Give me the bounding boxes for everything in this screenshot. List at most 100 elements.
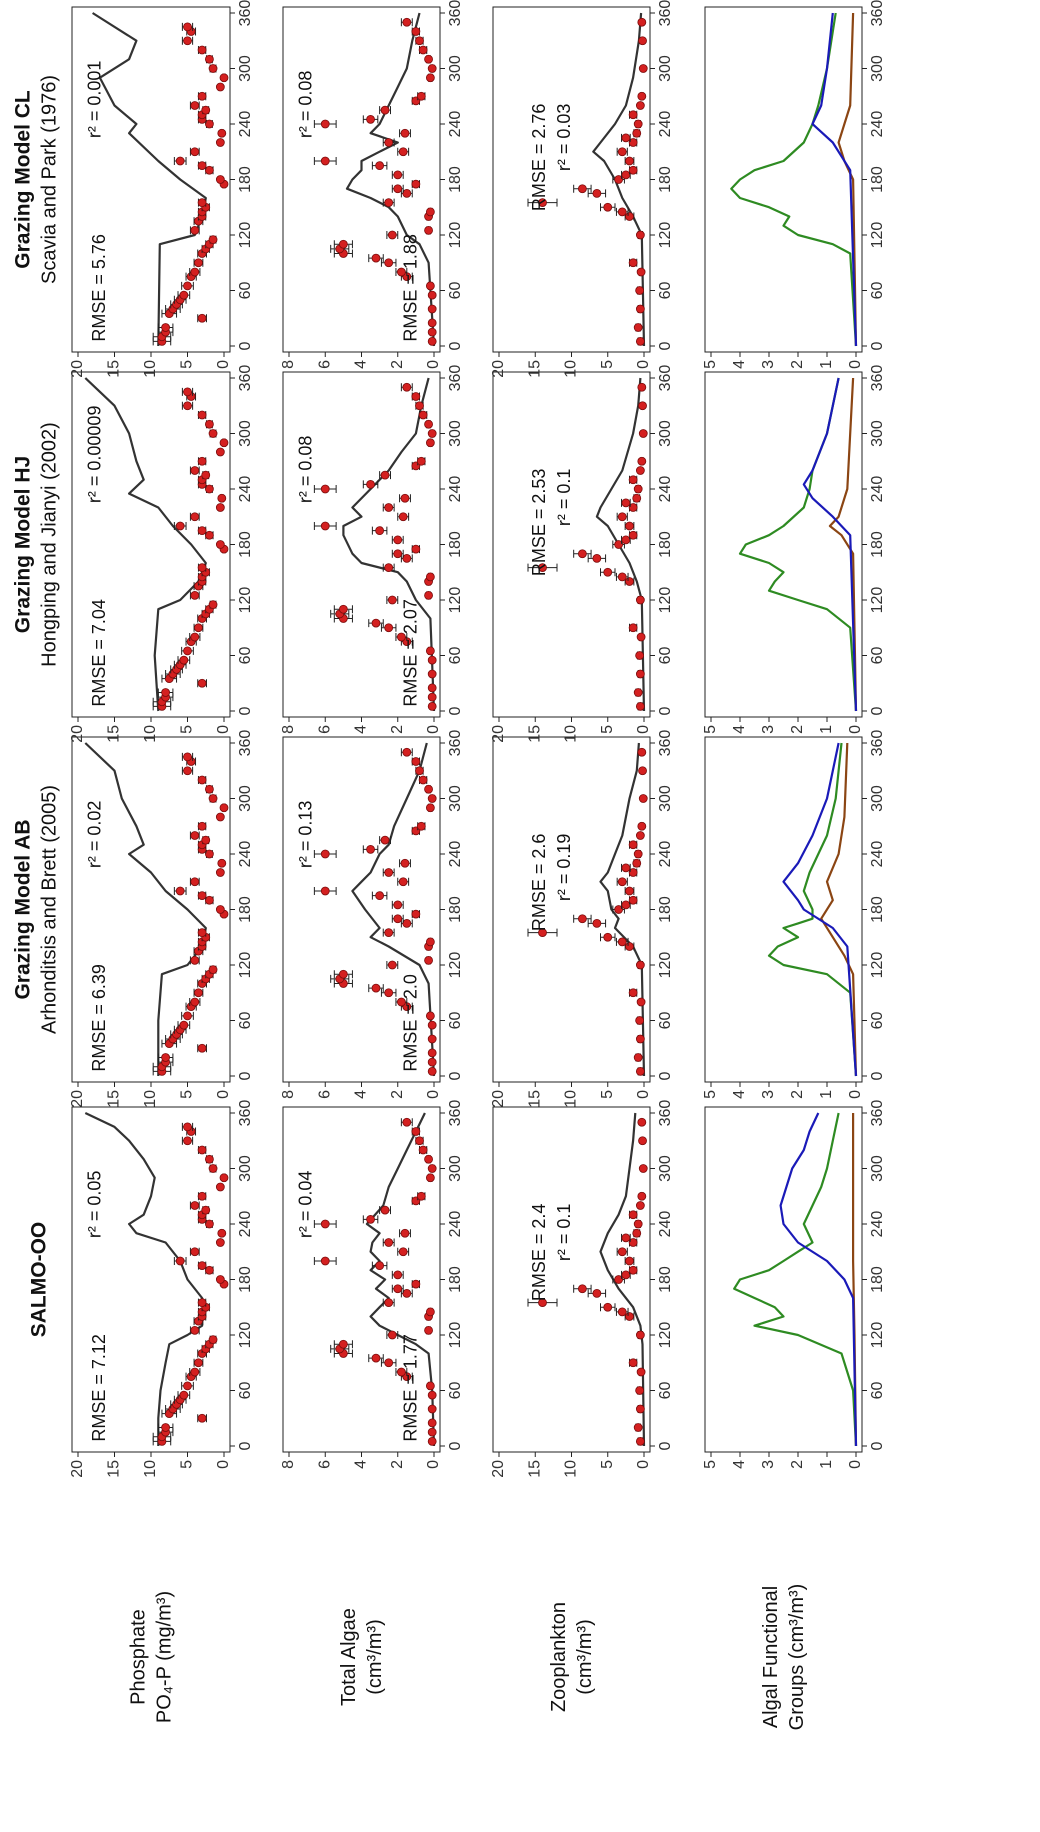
observation-point [208,965,218,975]
observation-point [592,188,602,198]
observation-point [427,1436,437,1446]
model-line [84,742,207,1076]
observation-point [183,646,192,656]
y-tick-label: 2 [789,1460,806,1469]
x-tick-label: 360 [447,365,464,392]
y-tick-label: 1 [818,360,835,369]
y-tick-label: 15 [526,1460,543,1478]
observation-point [415,36,424,46]
observation-point [538,198,547,208]
observation-point [190,1325,200,1335]
y-tick-label: 4 [731,725,748,734]
observation-point [411,544,421,554]
y-tick-label: 0 [635,1460,652,1469]
observation-point [204,895,214,905]
x-tick-label: 120 [869,1322,886,1349]
x-tick-label: 300 [237,420,254,447]
observation-point [628,530,638,540]
x-tick-label: 180 [447,531,464,558]
x-tick-label: 120 [869,222,886,249]
observation-point [635,1404,645,1414]
model-line [84,1112,207,1446]
observation-point [396,1367,406,1377]
observation-point [197,1298,207,1308]
observation-point [427,1390,437,1400]
observation-point [402,1117,412,1127]
x-tick-label: 240 [657,841,674,868]
y-tick-label: 0 [635,725,652,734]
y-tick-label: 20 [69,725,86,743]
x-tick-label: 240 [657,1211,674,1238]
observation-point [625,886,634,896]
observation-point [628,840,638,850]
observation-point [635,651,645,660]
observation-point [190,101,200,110]
y-tick-label: 15 [106,1460,123,1478]
observation-point [197,198,207,208]
x-tick-label: 60 [657,1012,674,1030]
observation-point [208,1335,218,1345]
observation-point [635,669,645,679]
observation-point [424,225,433,235]
observation-point [621,535,631,545]
x-tick-label: 60 [869,647,886,665]
observation-point [427,701,437,711]
observation-point [628,475,638,485]
x-tick-label: 300 [237,55,254,82]
x-tick-label: 300 [657,1155,674,1182]
observation-point [427,327,437,337]
x-tick-label: 180 [869,531,886,558]
y-tick-label: 20 [69,1460,86,1478]
stat-annotation: RMSE = 1.77 [400,1334,420,1442]
y-tick-label: 10 [142,725,159,743]
observation-point [175,521,185,531]
x-tick-label: 120 [237,1322,254,1349]
y-tick-label: 5 [702,360,719,369]
observation-point [625,1256,634,1266]
observation-point [197,678,207,688]
y-tick-label: 0 [425,725,442,734]
x-tick-label: 120 [657,1322,674,1349]
observation-point [635,595,645,605]
x-tick-label: 240 [237,111,254,138]
x-tick-label: 0 [657,341,674,350]
observation-point [402,17,412,27]
observation-point [635,101,645,110]
observation-point [215,1275,225,1284]
observation-point [183,387,192,397]
observation-point [625,577,634,586]
observation-point [614,175,624,184]
observation-point [204,849,214,859]
observation-point [418,775,428,785]
observation-point [393,900,403,910]
observation-point [628,868,638,877]
panel: 0 5 10 15 20 0 60 120 180 240 300 360 RMSE = 2.76 r² … [490,0,674,378]
y-tick-label: 8 [280,1090,297,1099]
y-tick-label: 8 [280,725,297,734]
observation-point [215,868,225,877]
observation-point [638,766,647,776]
observation-point [190,997,200,1007]
observation-point [621,498,631,508]
x-tick-label: 0 [869,341,886,350]
observation-point [402,553,412,563]
row-label: Phosphate [127,1609,149,1705]
x-tick-label: 300 [657,55,674,82]
observation-point [215,905,225,914]
observation-point [628,1358,638,1368]
y-tick-label: 4 [731,1090,748,1099]
y-tick-label: 10 [563,1460,580,1478]
observation-point [190,590,200,600]
model-line [811,12,858,347]
y-tick-label: 0 [425,1090,442,1099]
x-tick-label: 180 [657,166,674,193]
observation-point [415,401,424,411]
observation-point [183,1381,192,1391]
x-tick-label: 360 [447,1100,464,1127]
observation-point [197,526,207,536]
observation-point [204,484,214,494]
observation-point [427,1034,437,1044]
y-tick-label: 3 [760,1090,777,1099]
observation-point [621,863,631,873]
panel: 0 5 10 15 20 0 60 120 180 240 300 360 RMSE = 2.53 r² … [490,365,674,743]
